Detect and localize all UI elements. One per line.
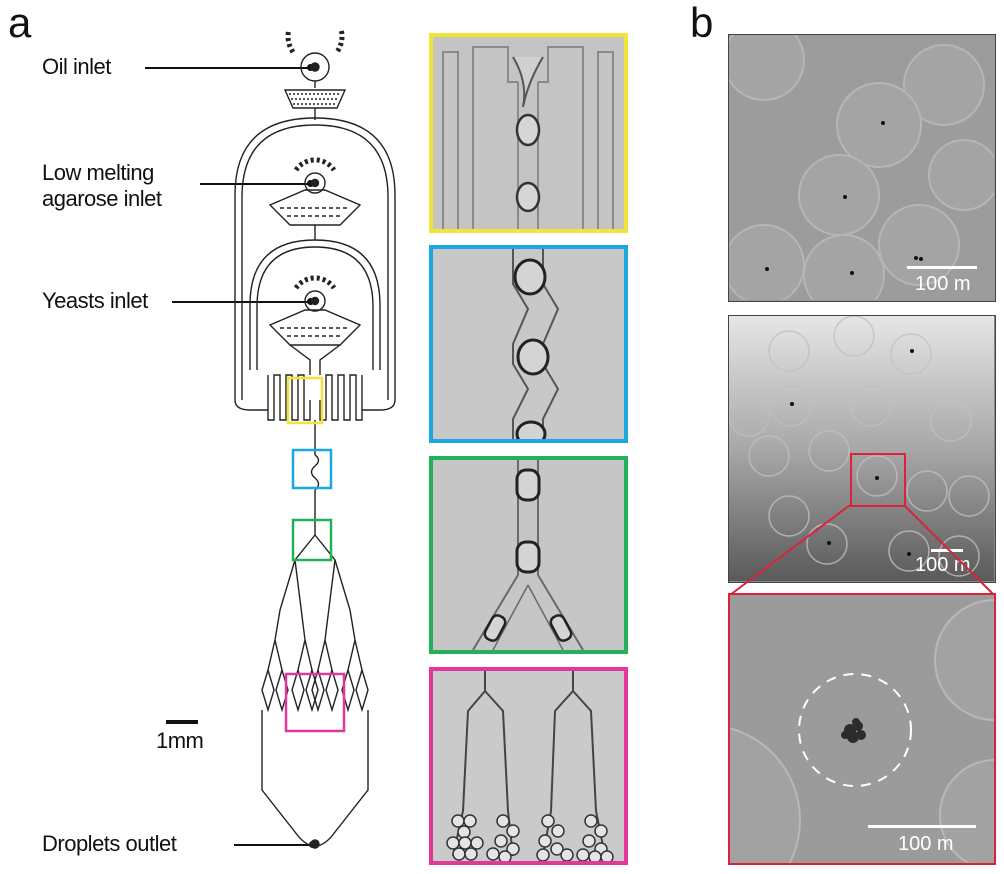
agarose-inlet-leader: [200, 180, 314, 186]
scale-bar-middle: [931, 549, 963, 552]
micrograph-zoomed-droplet: 100 m: [728, 593, 996, 865]
scale-bar-top: [907, 266, 977, 269]
zoom-connector: [729, 505, 995, 596]
roi-green-box: [291, 518, 333, 562]
micrograph-bifurcation: [429, 456, 628, 654]
roi-yellow-box: [286, 376, 324, 425]
scale-bar-bottom-label: 100 m: [898, 833, 954, 855]
yeasts-inlet-label: Yeasts inlet: [42, 288, 148, 313]
panel-a-letter: a: [8, 0, 32, 46]
agarose-inlet-label-line2: agarose inlet: [42, 186, 162, 211]
scale-bar-1mm: [166, 720, 198, 724]
agarose-inlet-label-line1: Low melting: [42, 160, 154, 185]
droplets-outlet-label: Droplets outlet: [42, 831, 177, 856]
scale-bar-top-label: 100 m: [915, 273, 971, 295]
micrograph-zigzag-channel: [429, 245, 628, 443]
micrograph-droplet-collection: [429, 667, 628, 865]
oil-inlet-label: Oil inlet: [42, 54, 111, 79]
microfluidic-chip-diagram: [234, 30, 396, 849]
panel-b-letter: b: [690, 0, 714, 46]
scale-bar-middle-label: 100 m: [915, 554, 971, 576]
scale-bar-1mm-label: 1mm: [156, 728, 204, 753]
micrograph-droplets-middle: 100 m: [728, 315, 996, 583]
yeasts-inlet-leader: [172, 298, 314, 304]
roi-magenta-box: [284, 672, 346, 733]
micrograph-droplet-generation: [429, 33, 628, 233]
micrograph-droplets-top: 100 m: [728, 34, 996, 302]
scale-bar-bottom: [868, 825, 976, 828]
roi-blue-box: [291, 448, 333, 490]
